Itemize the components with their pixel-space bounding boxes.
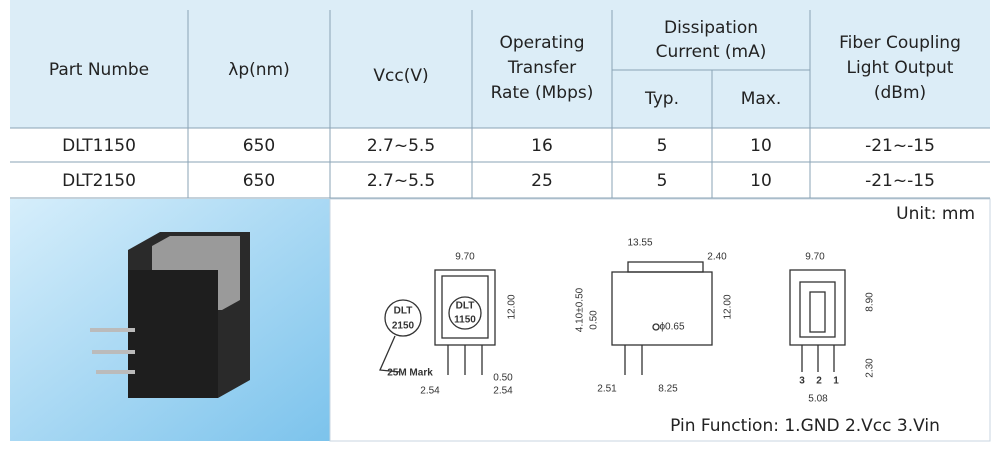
table-cell: 5 — [657, 136, 668, 156]
dimension: 12.00 — [507, 294, 518, 319]
dimension: 2.51 — [597, 384, 617, 395]
dimension: 8.90 — [865, 292, 876, 312]
table-cell: 16 — [531, 136, 553, 156]
dimension: 2 — [816, 376, 822, 387]
table-cell: 2.7~5.5 — [367, 171, 435, 191]
header-cell: Dissipation — [664, 18, 758, 38]
dimension: 5.08 — [808, 394, 828, 405]
dimension: 2.54 — [493, 386, 513, 397]
header-cell: Fiber Coupling — [839, 33, 961, 53]
dimension: DLT — [456, 301, 475, 312]
dimension: ϕ0.65 — [659, 322, 685, 333]
dimension: 2150 — [392, 321, 415, 332]
drawing-frame — [329, 198, 991, 442]
unit-note: Unit: mm — [896, 204, 975, 224]
table-lines — [10, 10, 990, 199]
dimension: 1150 — [454, 315, 476, 326]
dimension: 1 — [833, 376, 839, 387]
table-cell: 10 — [750, 171, 772, 191]
header-cell: Operating — [500, 33, 585, 53]
dimension: DLT — [394, 306, 413, 317]
header-cell: Part Numbe — [49, 60, 149, 80]
header-cell: Typ. — [644, 89, 679, 109]
table-cell: 10 — [750, 136, 772, 156]
table-cell: 5 — [657, 171, 668, 191]
dimension: 13.55 — [627, 238, 652, 249]
header-cell: λp(nm) — [228, 60, 289, 80]
dimension: 0.50 — [589, 310, 600, 330]
dimension: 8.25 — [658, 384, 678, 395]
table-cell: 25 — [531, 171, 553, 191]
table-cell: 650 — [243, 136, 275, 156]
header-cell: Rate (Mbps) — [491, 83, 594, 103]
dimension: 25M Mark — [387, 368, 433, 379]
dimension: 2.40 — [707, 252, 727, 263]
dimension: 4.10±0.50 — [575, 287, 586, 332]
header-cell: Max. — [741, 89, 782, 109]
dimension: 3 — [799, 376, 805, 387]
header-cell: (dBm) — [874, 83, 926, 103]
dimension: 9.70 — [805, 252, 825, 263]
table-cell: 650 — [243, 171, 275, 191]
table-cell: DLT2150 — [62, 171, 136, 191]
dimension: 2.30 — [865, 358, 876, 378]
dimension: 2.54 — [420, 386, 440, 397]
header-cell: Light Output — [847, 58, 954, 78]
table-cell: 2.7~5.5 — [367, 136, 435, 156]
header-cell: Current (mA) — [656, 42, 767, 62]
header-cell: Vcc(V) — [373, 66, 428, 86]
table-cell: DLT1150 — [62, 136, 136, 156]
dimension: 9.70 — [455, 252, 475, 263]
dimension: 0.50 — [493, 373, 513, 384]
product-photo — [10, 199, 330, 441]
outline-drawings — [379, 261, 846, 375]
table-cell: -21~-15 — [865, 136, 935, 156]
dimension: 12.00 — [723, 294, 734, 319]
header-cell: Transfer — [507, 58, 576, 78]
table-cell: -21~-15 — [865, 171, 935, 191]
pin-function: Pin Function: 1.GND 2.Vcc 3.Vin — [670, 416, 940, 436]
rows-bg — [10, 128, 990, 198]
header-bg — [10, 0, 990, 128]
